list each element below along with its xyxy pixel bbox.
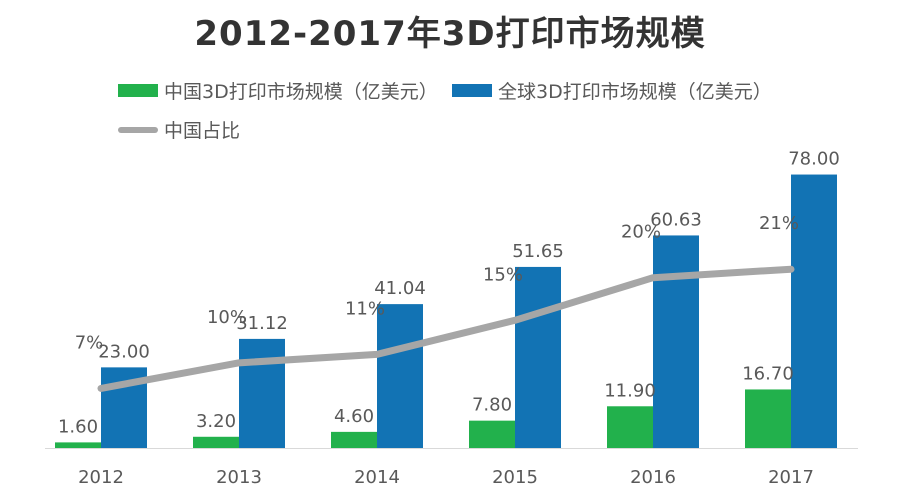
share-label-2012: 7% [75,332,104,353]
legend-swatch-china-market [118,84,158,97]
data-label-1-2014: 41.04 [374,278,426,299]
bar-1-2015 [515,266,561,448]
share-label-2017: 21% [759,213,799,234]
share-label-2015: 15% [483,264,523,285]
share-label-2014: 11% [345,298,385,319]
legend-label-global-market: 全球3D打印市场规模（亿美元） [498,81,772,103]
chart-title: 2012-2017年3D打印市场规模 [194,14,706,54]
x-tick-label-2015: 2015 [492,467,538,488]
legend-item-china-share: 中国占比 [118,116,240,143]
data-label-0-2012: 1.60 [58,416,98,437]
bar-1-2017 [791,174,837,448]
data-label-1-2013: 31.12 [236,313,288,334]
bar-0-2012 [55,442,101,448]
china-share-line [97,265,795,392]
bar-1-2014 [377,304,423,448]
legend-item-global-market: 全球3D打印市场规模（亿美元） [452,77,772,104]
legend-swatch-global-market [452,84,492,97]
bar-0-2017 [745,389,791,448]
bar-0-2015 [469,420,515,448]
bar-1-2016 [653,235,699,448]
bar-0-2014 [331,431,377,448]
data-label-1-2012: 23.00 [98,341,150,362]
bar-0-2013 [193,436,239,448]
legend-label-china-share: 中国占比 [164,120,241,142]
x-tick-label-2013: 2013 [216,467,262,488]
legend-line-china-share [118,126,158,133]
x-tick-label-2014: 2014 [354,467,400,488]
data-label-0-2017: 16.70 [742,363,794,384]
data-label-0-2014: 4.60 [334,406,374,427]
data-label-1-2017: 78.00 [788,149,840,170]
share-label-2016: 20% [621,222,661,243]
data-label-1-2016: 60.63 [650,209,702,230]
x-tick-label-2017: 2017 [768,467,814,488]
legend-item-china-market: 中国3D打印市场规模（亿美元） [118,77,438,104]
x-tick-label-2016: 2016 [630,467,676,488]
bar-1-2013 [239,338,285,448]
bar-0-2016 [607,406,653,448]
data-label-1-2015: 51.65 [512,241,564,262]
legend-label-china-market: 中国3D打印市场规模（亿美元） [164,81,438,103]
share-label-2013: 10% [207,307,247,328]
data-label-0-2013: 3.20 [196,411,236,432]
data-label-0-2015: 7.80 [472,395,512,416]
data-label-0-2016: 11.90 [604,380,656,401]
x-tick-label-2012: 2012 [78,467,124,488]
